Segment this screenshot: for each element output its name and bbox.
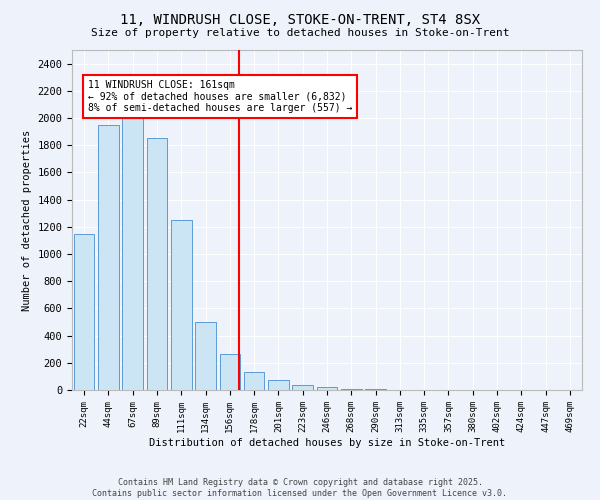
Text: Contains HM Land Registry data © Crown copyright and database right 2025.
Contai: Contains HM Land Registry data © Crown c… <box>92 478 508 498</box>
Bar <box>122 118 143 390</box>
Y-axis label: Number of detached properties: Number of detached properties <box>22 130 32 310</box>
Bar <box>341 388 362 390</box>
Bar <box>317 388 337 390</box>
Text: 11, WINDRUSH CLOSE, STOKE-ON-TRENT, ST4 8SX: 11, WINDRUSH CLOSE, STOKE-ON-TRENT, ST4 … <box>120 12 480 26</box>
Bar <box>220 354 240 390</box>
Bar <box>195 322 216 390</box>
Bar <box>171 220 191 390</box>
Text: 11 WINDRUSH CLOSE: 161sqm
← 92% of detached houses are smaller (6,832)
8% of sem: 11 WINDRUSH CLOSE: 161sqm ← 92% of detac… <box>88 80 352 113</box>
Bar <box>74 234 94 390</box>
Text: Size of property relative to detached houses in Stoke-on-Trent: Size of property relative to detached ho… <box>91 28 509 38</box>
Bar <box>244 372 265 390</box>
X-axis label: Distribution of detached houses by size in Stoke-on-Trent: Distribution of detached houses by size … <box>149 438 505 448</box>
Bar <box>268 380 289 390</box>
Bar <box>98 125 119 390</box>
Bar <box>146 138 167 390</box>
Bar <box>292 384 313 390</box>
